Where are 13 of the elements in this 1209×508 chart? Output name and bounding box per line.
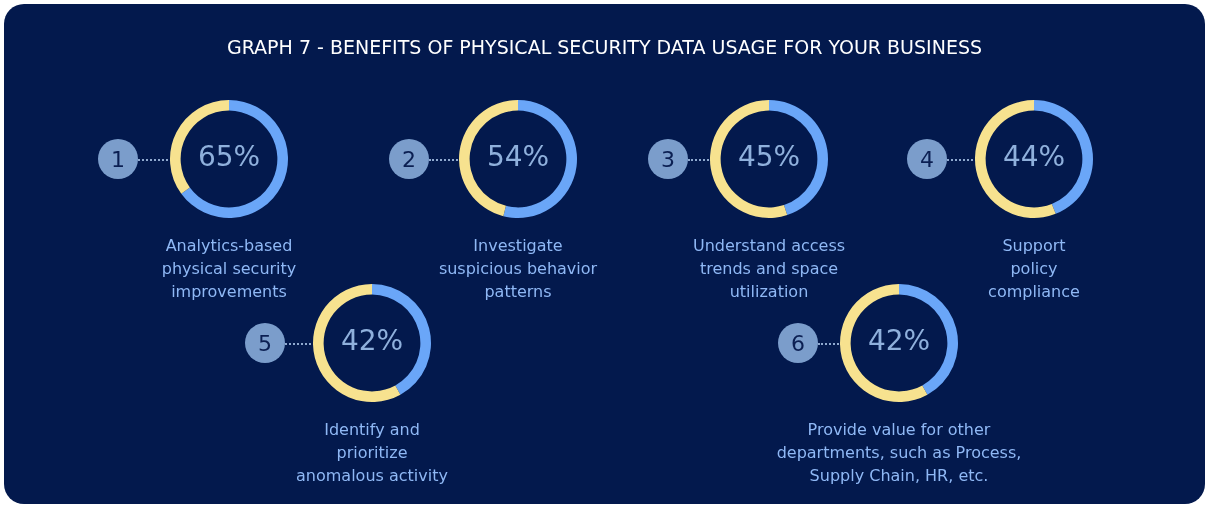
data-label: 54% bbox=[486, 140, 550, 174]
data-label: 65% bbox=[197, 140, 261, 174]
text: Support policy compliance bbox=[987, 235, 1081, 303]
data-label: 44% bbox=[1002, 140, 1066, 174]
text: Provide value for other departments, such as Process, Supply Chain, HR, etc. bbox=[775, 419, 1023, 487]
text: Understand access trends and space utilization bbox=[691, 235, 847, 303]
text: Investigate suspicious behavior patterns bbox=[437, 235, 599, 303]
text: GRAPH 7 - BENEFITS OF PHYSICAL SECURITY DATA USAGE FOR YOUR BUSINESS bbox=[225, 36, 984, 58]
data-label: 42% bbox=[867, 324, 931, 358]
text: Identify and prioritize anomalous activity bbox=[295, 419, 449, 487]
data-label: 42% bbox=[340, 324, 404, 358]
data-label: 45% bbox=[737, 140, 801, 174]
text: Analytics-based physical security improvements bbox=[160, 235, 298, 303]
